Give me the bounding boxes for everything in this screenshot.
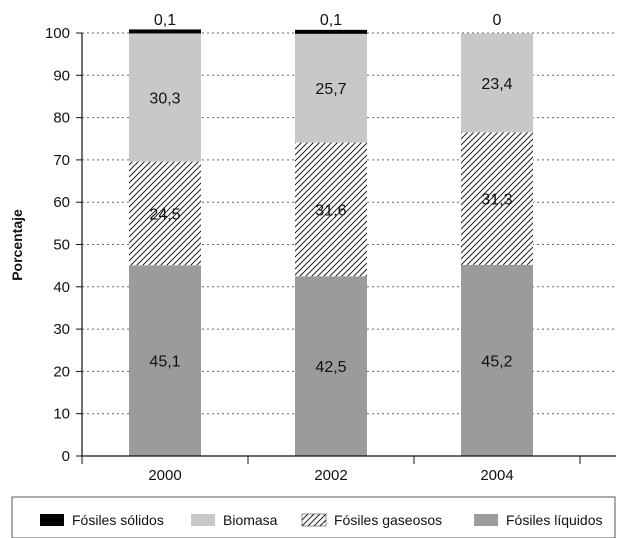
data-label: 23,4 [481, 76, 512, 93]
bar-segment [461, 264, 533, 456]
bar-segment [129, 29, 201, 34]
legend-label: Fósiles gaseosos [334, 512, 442, 528]
legend-swatch [301, 513, 327, 527]
y-tick-label: 80 [53, 110, 70, 127]
bar-segment [129, 161, 201, 266]
x-tick-label: 2004 [480, 467, 513, 484]
legend-swatch [40, 514, 64, 526]
y-tick-label: 70 [53, 152, 70, 169]
legend-label: Biomasa [223, 512, 278, 528]
legend-swatch [474, 514, 498, 526]
x-tick-label: 2000 [148, 467, 181, 484]
bar-segment [461, 33, 533, 133]
y-tick-label: 50 [53, 237, 70, 254]
data-label: 0,1 [320, 12, 342, 29]
legend-label: Fósiles sólidos [72, 512, 164, 528]
y-tick-label: 0 [62, 448, 70, 465]
y-tick-label: 10 [53, 406, 70, 423]
bar-segment [129, 33, 201, 162]
data-label: 42,5 [315, 359, 346, 376]
x-tick-label: 2002 [314, 467, 347, 484]
bar-segment [295, 142, 367, 277]
legend-label: Fósiles líquidos [506, 512, 603, 528]
bar-segment [461, 132, 533, 265]
data-label: 0,1 [154, 12, 176, 29]
data-label: 30,3 [149, 91, 180, 108]
y-tick-label: 60 [53, 194, 70, 211]
y-tick-label: 90 [53, 67, 70, 84]
legend: Fósiles sólidos Biomasa Fósiles gaseosos Fó… [11, 496, 616, 538]
y-tick-label: 100 [45, 25, 70, 42]
data-label: 31,3 [481, 192, 512, 209]
y-tick-label: 30 [53, 321, 70, 338]
data-label: 24,5 [149, 206, 180, 223]
y-axis-title: Porcentaje [9, 209, 25, 281]
data-label: 31,6 [315, 202, 346, 219]
bar-segment [295, 33, 367, 143]
y-tick-label: 20 [53, 363, 70, 380]
legend-swatch [191, 514, 215, 526]
data-label: 25,7 [315, 81, 346, 98]
bar-segment [129, 265, 201, 456]
y-tick-label: 40 [53, 279, 70, 296]
data-label: 45,1 [149, 354, 180, 371]
bar-segment [295, 276, 367, 456]
axes: 0 10 20 30 40 50 60 70 80 90 100 2000 2002 2004 [45, 25, 616, 484]
bars: 45,1 24,5 30,3 0,1 42,5 31,6 25,7 0,1 45,2 31,3 23… [129, 12, 533, 456]
bar-segment [295, 29, 367, 34]
data-label: 45,2 [481, 353, 512, 370]
data-label: 0 [493, 12, 502, 29]
